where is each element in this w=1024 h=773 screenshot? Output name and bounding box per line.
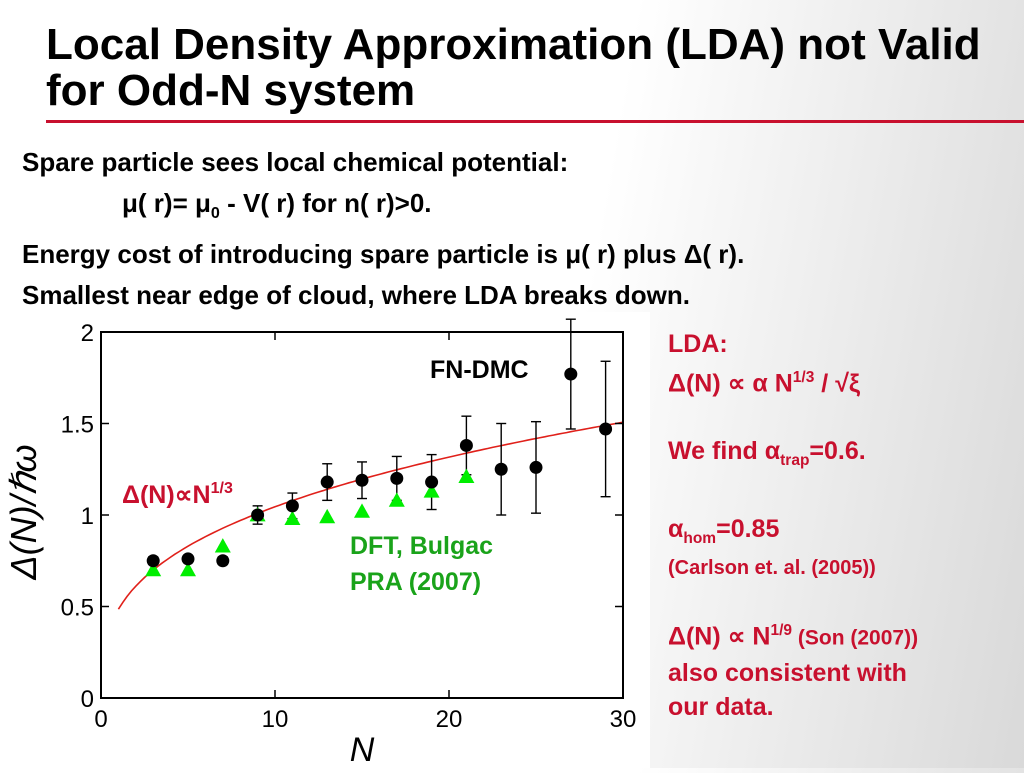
son-formula: Δ(N) ∝ N1/9 (Son (2007)) [668,614,1020,655]
y-tick-label: 0 [81,686,94,713]
alpha-trap-value: =0.6. [809,437,866,466]
alpha-hom-subscript: hom [683,530,717,548]
dmc-point [564,367,578,381]
intro-line-4: Smallest near edge of cloud, where LDA b… [22,280,690,311]
lda-formula: Δ(N) ∝ α N1/3 / √ξ [668,361,1020,400]
intro-line-2-part-b: - V( r) for n( r)>0. [219,188,432,218]
x-tick-label: 20 [436,706,463,733]
annotation-dft-line-2: PRA (2007) [350,568,481,596]
x-tick-label: 0 [94,706,107,733]
dft-point [423,483,440,498]
annotation-fit: Δ(N)∝N1/3 [122,480,233,509]
dft-point [214,538,231,553]
dft-point [319,508,336,524]
slide-title: Local Density Approximation (LDA) not Va… [46,20,981,115]
intro-line-2-part-a: ( r)= [137,188,195,218]
alpha-hom-symbol: α [668,515,684,544]
y-tick-label: 0.5 [61,595,94,622]
intro-line-3-part-c: ( r). [702,239,745,270]
lda-formula-exponent: 1/3 [792,369,815,386]
dmc-point [320,475,334,489]
annotation-fndmc: FN-DMC [430,356,529,384]
lda-formula-main: Δ(N) ∝ α N [668,369,793,398]
intro-line-3-part-a: Energy cost of introducing spare particl… [22,239,566,270]
chart-svg: 0 10 20 30 0 0.5 1 1.5 2 N Δ(N)/ℏω FN-DMC Δ(N)∝N… [3,318,637,769]
lda-formula-tail: / √ξ [814,369,861,398]
consistent-line-1: also consistent with [668,658,907,687]
dft-point [180,561,196,577]
y-tick-label: 1 [81,503,94,530]
dft-point [354,503,370,518]
mu0-subscript: 0 [210,204,220,223]
y-axis-label: Δ(N)/ℏω [3,445,44,581]
dmc-point [216,554,230,568]
annotation-dft-line-1: DFT, Bulgac [350,532,493,560]
dft-point [458,468,475,483]
dmc-point [529,460,543,474]
delta-symbol: Δ [683,239,703,270]
fit-curve [117,421,624,610]
son-formula-exponent: 1/9 [770,622,793,640]
x-axis-label: N [350,731,375,768]
alpha-trap-result: We find αtrap=0.6. [668,434,1020,478]
alpha-hom-value: =0.85 [716,515,780,544]
mu0-symbol: μ [195,188,211,218]
y-tick-label: 2 [81,320,94,347]
dmc-point [146,554,160,568]
x-tick-label: 10 [262,706,289,733]
intro-line-2: μ( r)= μ0 - V( r) for n( r)>0. [22,183,1012,234]
lda-heading: LDA: [668,330,728,358]
y-tick-label: 1.5 [61,412,94,439]
dmc-point [494,462,508,476]
consistent-line-2: our data. [668,692,774,721]
dmc-point [181,552,195,566]
intro-line-1: Spare particle sees local chemical poten… [22,147,569,177]
dmc-point [355,473,369,487]
lda-sidebar: LDA: Δ(N) ∝ α N1/3 / √ξ We find αtrap=0.… [668,327,1020,724]
dmc-point [599,422,613,436]
dmc-point [285,499,299,513]
dft-point [388,492,405,507]
dmc-point [251,508,265,522]
mu-symbol: μ [122,188,138,218]
alpha-hom-result: αhom=0.85 [668,512,1020,556]
dmc-point [425,475,439,489]
title-underline [46,120,1024,123]
x-tick-label: 30 [610,706,637,733]
mu-symbol: μ [565,239,582,270]
carlson-reference: (Carlson et. al. (2005)) [668,557,876,580]
alpha-trap-text: We find α [668,437,781,466]
son-reference: (Son (2007)) [792,626,919,650]
intro-line-3-part-b: ( r) plus [581,239,684,270]
dmc-point [459,438,473,452]
son-formula-main: Δ(N) ∝ N [668,622,771,651]
intro-text: Spare particle sees local chemical poten… [22,142,1012,316]
alpha-trap-subscript: trap [780,452,810,470]
intro-line-3: Energy cost of introducing spare particl… [22,234,1012,275]
dft-point [284,510,301,526]
dmc-point [390,471,404,485]
dft-point [145,561,162,577]
chart-panel: 0 10 20 30 0 0.5 1 1.5 2 N Δ(N)/ℏω FN-DMC Δ(N)∝N… [0,312,650,769]
